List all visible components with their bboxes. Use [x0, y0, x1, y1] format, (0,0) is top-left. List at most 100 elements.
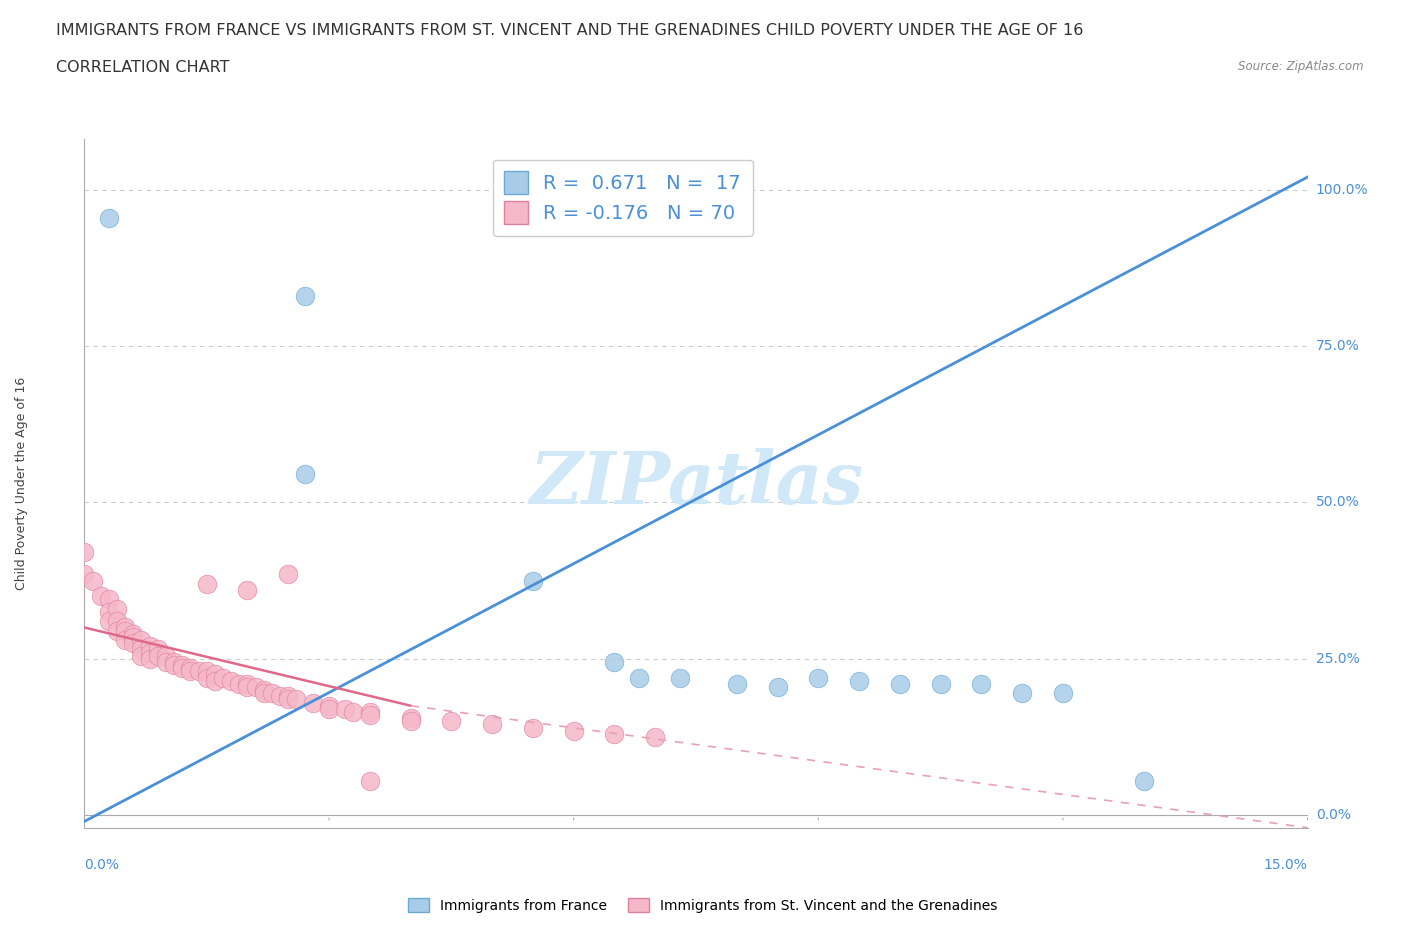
Text: 15.0%: 15.0% [1264, 858, 1308, 872]
Point [359, 774, 381, 789]
Point [138, 639, 160, 654]
Point [277, 689, 299, 704]
Point [105, 623, 128, 638]
Point [481, 717, 503, 732]
Text: 0.0%: 0.0% [1316, 808, 1351, 822]
Point [399, 714, 422, 729]
Point [122, 636, 145, 651]
Point [269, 689, 291, 704]
Point [138, 651, 160, 666]
Point [929, 676, 952, 691]
Point [562, 724, 585, 738]
Text: ZIPatlas: ZIPatlas [529, 448, 863, 519]
Text: 100.0%: 100.0% [1316, 182, 1368, 196]
Point [163, 655, 186, 670]
Point [97, 604, 120, 619]
Point [97, 591, 120, 606]
Point [627, 671, 650, 685]
Text: 75.0%: 75.0% [1316, 339, 1360, 353]
Point [277, 692, 299, 707]
Point [1133, 774, 1156, 789]
Point [260, 685, 283, 700]
Point [285, 692, 308, 707]
Point [318, 701, 340, 716]
Point [807, 671, 830, 685]
Point [97, 210, 120, 225]
Point [172, 658, 194, 672]
Text: 50.0%: 50.0% [1316, 496, 1360, 510]
Point [294, 288, 316, 303]
Point [195, 664, 218, 679]
Point [848, 673, 870, 688]
Point [179, 664, 201, 679]
Text: Child Poverty Under the Age of 16: Child Poverty Under the Age of 16 [14, 377, 28, 591]
Point [335, 701, 357, 716]
Point [131, 642, 153, 657]
Point [245, 680, 267, 695]
Point [122, 626, 145, 641]
Point [105, 614, 128, 629]
Point [318, 698, 340, 713]
Point [970, 676, 993, 691]
Text: IMMIGRANTS FROM FRANCE VS IMMIGRANTS FROM ST. VINCENT AND THE GRENADINES CHILD P: IMMIGRANTS FROM FRANCE VS IMMIGRANTS FRO… [56, 23, 1084, 38]
Point [187, 664, 209, 679]
Point [342, 705, 364, 720]
Point [219, 673, 242, 688]
Point [122, 630, 145, 644]
Point [766, 680, 789, 695]
Point [236, 680, 259, 695]
Point [90, 589, 112, 604]
Point [440, 714, 463, 729]
Point [97, 614, 120, 629]
Text: 25.0%: 25.0% [1316, 652, 1360, 666]
Point [73, 545, 96, 560]
Point [277, 567, 299, 582]
Point [212, 671, 235, 685]
Point [294, 467, 316, 482]
Point [195, 577, 218, 591]
Point [204, 667, 226, 682]
Point [105, 602, 128, 617]
Point [114, 620, 136, 635]
Text: Source: ZipAtlas.com: Source: ZipAtlas.com [1239, 60, 1364, 73]
Point [114, 623, 136, 638]
Text: 0.0%: 0.0% [84, 858, 120, 872]
Point [163, 658, 186, 672]
Point [1052, 685, 1074, 700]
Point [359, 705, 381, 720]
Legend: Immigrants from France, Immigrants from St. Vincent and the Grenadines: Immigrants from France, Immigrants from … [404, 893, 1002, 919]
Point [725, 676, 748, 691]
Point [73, 567, 96, 582]
Point [359, 708, 381, 723]
Point [399, 711, 422, 725]
Point [146, 648, 169, 663]
Point [131, 648, 153, 663]
Point [131, 632, 153, 647]
Point [82, 573, 104, 588]
Point [195, 671, 218, 685]
Point [228, 676, 250, 691]
Point [155, 648, 177, 663]
Point [236, 676, 259, 691]
Point [301, 695, 323, 710]
Legend: R =  0.671   N =  17, R = -0.176   N = 70: R = 0.671 N = 17, R = -0.176 N = 70 [492, 160, 752, 235]
Point [522, 573, 544, 588]
Point [253, 685, 276, 700]
Point [204, 673, 226, 688]
Point [155, 655, 177, 670]
Point [114, 632, 136, 647]
Point [889, 676, 911, 691]
Point [668, 671, 690, 685]
Point [179, 660, 201, 675]
Text: CORRELATION CHART: CORRELATION CHART [56, 60, 229, 75]
Point [603, 726, 626, 741]
Point [603, 655, 626, 670]
Point [1011, 685, 1033, 700]
Point [236, 582, 259, 597]
Point [253, 683, 276, 698]
Point [172, 660, 194, 675]
Point [644, 729, 666, 744]
Point [146, 642, 169, 657]
Point [522, 720, 544, 735]
Point [138, 645, 160, 660]
